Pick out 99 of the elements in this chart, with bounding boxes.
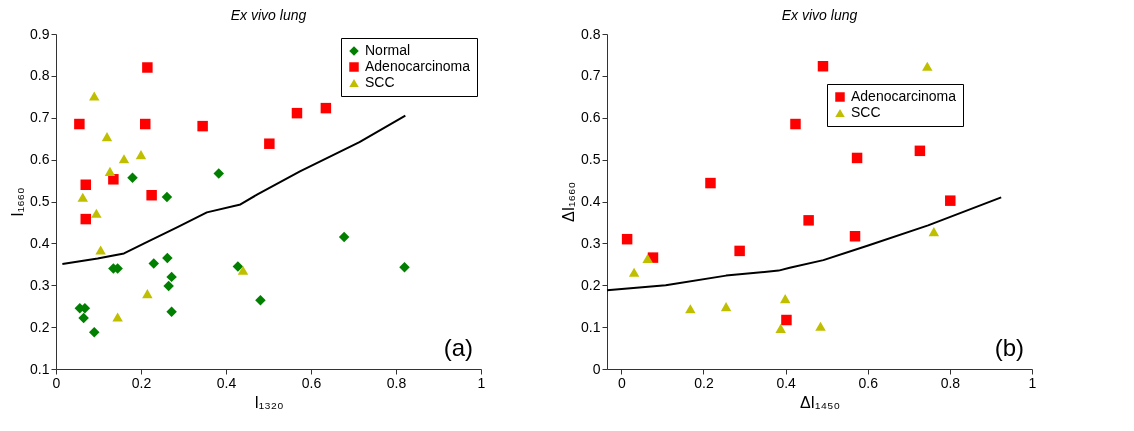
point (849, 231, 861, 242)
y-tick-label: 0 (592, 360, 601, 377)
y-tick-label: 0.4 (581, 193, 601, 209)
point (779, 294, 791, 304)
x-tick-label: 1 (477, 374, 486, 391)
y-tick-label: 0.9 (30, 25, 50, 42)
y-tick-label: 0.4 (30, 234, 50, 251)
point (642, 253, 653, 263)
x-tick-label: 0 (52, 374, 61, 391)
point (320, 102, 332, 114)
point (166, 271, 177, 283)
point (101, 132, 113, 142)
point (166, 306, 177, 317)
y-tick-label: 0.7 (581, 67, 601, 84)
y-tick-label: 0.2 (30, 318, 50, 335)
line-series (61, 114, 407, 265)
point (720, 302, 732, 312)
point (140, 118, 151, 130)
y-tick-label: 0.1 (30, 360, 50, 377)
line-series (606, 196, 1003, 292)
legend-label: SCC (365, 74, 395, 90)
x-tick-label: 0.6 (301, 374, 322, 391)
point (790, 118, 801, 130)
x-tick-label: 1 (1028, 374, 1037, 391)
y-tick-label: 0.7 (30, 109, 50, 126)
y-tick-label: 0.8 (30, 67, 50, 84)
point (135, 150, 147, 160)
x-tick-label: 0.4 (216, 374, 237, 391)
y-tick-label: 0.6 (30, 151, 50, 168)
point (815, 321, 826, 331)
point (80, 213, 91, 225)
y-tick-label: 0.3 (30, 276, 50, 293)
x-tick-label: 0.4 (776, 374, 797, 391)
legend-label: SCC (851, 104, 881, 120)
y-tick-label: 0.5 (30, 193, 50, 209)
point (928, 227, 940, 237)
point (80, 179, 91, 190)
point (255, 295, 266, 306)
point (628, 267, 640, 277)
point (914, 145, 926, 157)
point (89, 326, 100, 338)
legend-label: Adenocarcinoma (365, 58, 471, 74)
point (621, 233, 633, 245)
point (127, 172, 138, 183)
point (118, 154, 130, 164)
point (74, 118, 85, 130)
point (781, 314, 792, 326)
chart-title: Ex vivo lung (230, 7, 307, 23)
y-tick-label: 0.5 (581, 151, 601, 168)
x-tick-label: 0.2 (131, 374, 152, 391)
point (685, 304, 696, 314)
annotation: (b) (994, 334, 1024, 361)
point (817, 61, 829, 72)
y-tick-label: 0.6 (581, 109, 601, 126)
y-axis-title: I₁₆₆₀ (9, 187, 27, 217)
point (291, 107, 303, 119)
point (91, 208, 102, 218)
x-axis-title: I₁₃₂₀ (254, 393, 284, 411)
y-tick-label: 0.3 (581, 234, 601, 251)
point (163, 280, 174, 292)
point (161, 191, 173, 203)
point (197, 120, 208, 132)
point (148, 258, 159, 269)
point (734, 245, 745, 257)
point (705, 177, 716, 189)
x-axis-title: ΔI₁₄₅₀ (799, 393, 841, 411)
x-tick-label: 0.8 (386, 374, 407, 391)
legend-label: Adenocarcinoma (851, 88, 957, 104)
point (142, 289, 153, 299)
point (264, 138, 275, 149)
x-tick-label: 0 (617, 374, 626, 391)
y-tick-label: 0.2 (581, 276, 601, 293)
legend-label: Normal (365, 42, 411, 58)
point (945, 195, 956, 206)
point (142, 62, 153, 73)
point (104, 166, 116, 176)
point (775, 323, 786, 333)
point (78, 312, 89, 324)
point (112, 312, 123, 322)
y-tick-label: 0.8 (581, 25, 601, 42)
point (851, 152, 863, 164)
point (803, 215, 814, 226)
x-tick-label: 0.6 (858, 374, 879, 391)
annotation: (a) (443, 334, 473, 361)
point (237, 265, 249, 275)
x-tick-label: 0.2 (694, 374, 714, 391)
x-tick-label: 0.8 (940, 374, 961, 391)
point (338, 231, 350, 243)
point (89, 91, 100, 101)
point (77, 192, 89, 202)
point (162, 252, 173, 264)
point (399, 262, 410, 273)
point (146, 189, 157, 201)
point (922, 61, 933, 71)
y-axis-title: ΔI₁₆₆₀ (560, 181, 578, 223)
point (95, 245, 106, 255)
point (213, 168, 225, 179)
y-tick-label: 0.1 (581, 318, 601, 335)
chart-title: Ex vivo lung (781, 7, 858, 23)
